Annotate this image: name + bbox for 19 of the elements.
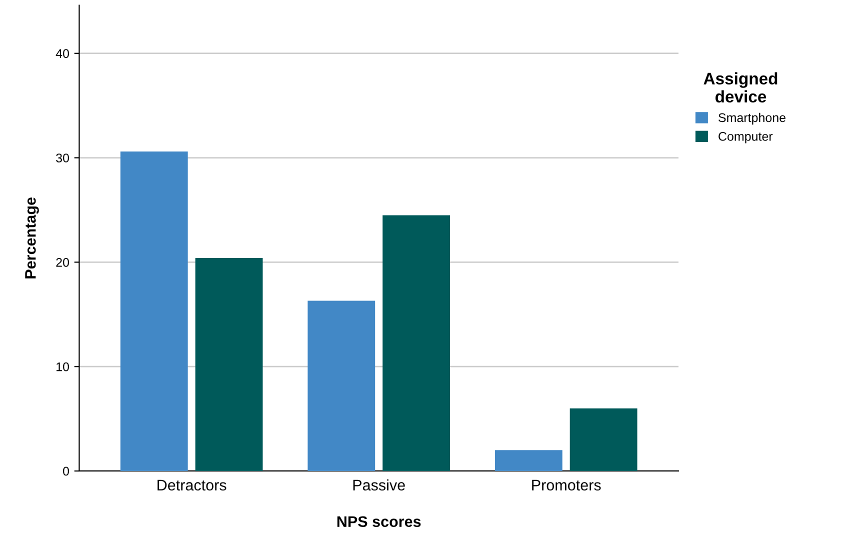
bar — [570, 408, 638, 471]
legend-label: Smartphone — [718, 112, 786, 125]
x-tick-label: Passive — [353, 479, 405, 491]
y-tick-label: 0 — [63, 466, 69, 476]
x-tick-label: Detractors — [158, 480, 226, 491]
legend-label: Computer — [718, 132, 773, 144]
bar — [195, 258, 263, 471]
x-tick-label: Promoters — [532, 480, 601, 491]
y-axis-title: Percentage — [25, 197, 39, 278]
bar — [494, 450, 562, 471]
y-tick-label: 40 — [56, 49, 69, 58]
y-tick-label: 10 — [56, 362, 69, 372]
y-tick-label: 20 — [56, 258, 69, 267]
y-tick-label: 30 — [56, 154, 69, 162]
bar — [382, 215, 450, 471]
bar — [120, 152, 188, 471]
bar — [308, 300, 376, 471]
legend-title: Assigned device — [704, 72, 778, 103]
x-axis-title: NPS scores — [337, 516, 421, 528]
